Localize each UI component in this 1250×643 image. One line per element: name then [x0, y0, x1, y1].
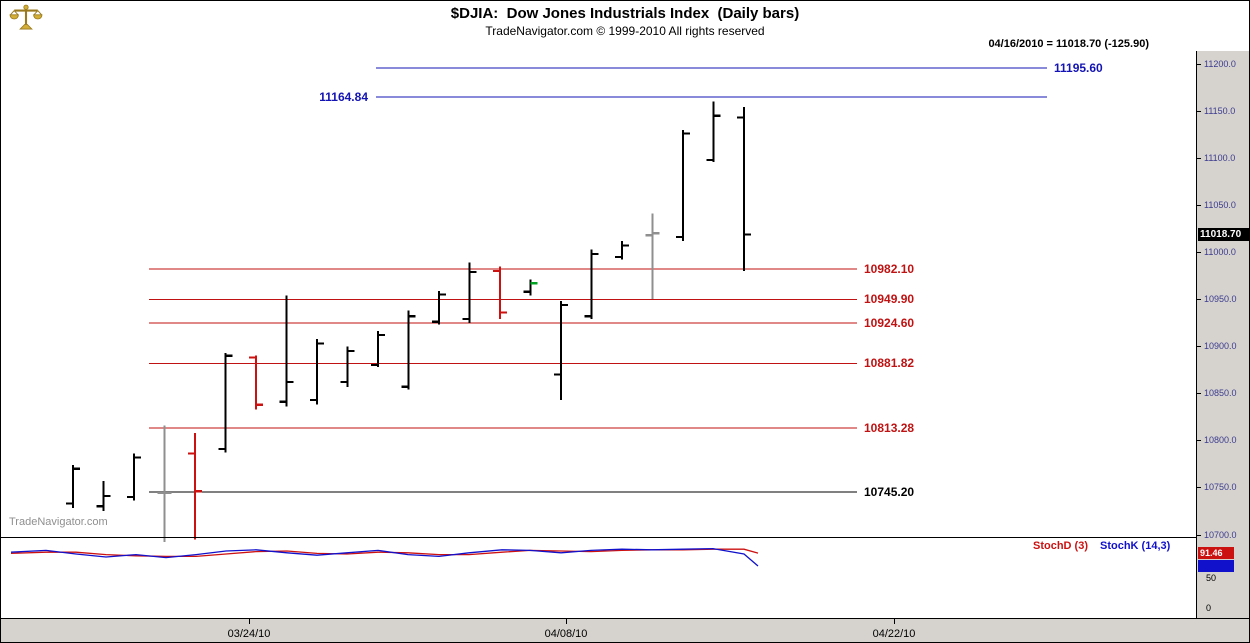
- price-axis-label: 10900.0: [1204, 341, 1237, 352]
- last-quote-readout: 04/16/2010 = 11018.70 (-125.90): [988, 38, 1149, 50]
- price-axis-tick: [1197, 158, 1201, 160]
- price-axis-tick: [1197, 299, 1201, 301]
- last-price-badge: 11018.70: [1198, 227, 1249, 241]
- price-axis-label: 11050.0: [1204, 200, 1236, 211]
- price-level-label[interactable]: 11164.84: [319, 89, 368, 104]
- price-axis-label: 10950.0: [1204, 294, 1237, 305]
- price-chart-panel[interactable]: [5, 51, 1196, 543]
- price-axis-tick: [1197, 534, 1201, 536]
- chart-title: $DJIA: Dow Jones Industrials Index (Dail…: [450, 5, 800, 22]
- price-axis-tick: [1197, 346, 1201, 348]
- price-axis-tick: [1197, 252, 1201, 254]
- price-level-label[interactable]: 10924.60: [864, 316, 915, 331]
- time-axis-label: 04/08/10: [544, 628, 588, 640]
- stoch-axis-label: 50: [1206, 573, 1217, 583]
- stochk-legend-label[interactable]: StochK (14,3): [1100, 540, 1171, 552]
- stochk-value-badge: [1198, 560, 1234, 572]
- time-axis-tick: [249, 619, 250, 624]
- panel-divider: [1, 537, 1249, 538]
- price-axis-tick: [1197, 440, 1201, 442]
- price-level-label[interactable]: 11195.60: [1054, 61, 1103, 76]
- price-axis-tick: [1197, 110, 1201, 112]
- trade-navigator-scales-logo-icon[interactable]: [9, 3, 43, 40]
- time-axis-tick: [566, 619, 567, 624]
- time-axis-label: 04/22/10: [872, 628, 916, 640]
- price-level-label[interactable]: 10949.90: [864, 292, 915, 307]
- copyright-line: TradeNavigator.com © 1999-2010 All right…: [485, 24, 765, 38]
- price-axis-label: 10700.0: [1204, 529, 1237, 540]
- stochd-legend-label[interactable]: StochD (3): [1033, 540, 1088, 552]
- time-axis-tick: [894, 619, 895, 624]
- price-axis-tick: [1197, 393, 1201, 395]
- price-level-label[interactable]: 10982.10: [864, 262, 915, 276]
- price-axis-label: 11200.0: [1204, 58, 1236, 69]
- price-axis-label: 10850.0: [1204, 388, 1237, 399]
- stochastic-panel[interactable]: [5, 538, 1196, 617]
- price-axis-tick: [1197, 63, 1201, 65]
- time-axis[interactable]: 03/24/10 04/08/10 04/22/10: [1, 618, 1249, 642]
- price-axis-label: 10800.0: [1204, 435, 1237, 446]
- stochk-line: [10, 547, 759, 567]
- price-axis-label: 11150.0: [1204, 105, 1236, 116]
- watermark: TradeNavigator.com: [9, 516, 108, 528]
- stochd-value-badge: 91.46: [1198, 547, 1234, 560]
- price-level-label[interactable]: 10881.82: [864, 356, 915, 371]
- price-level-label[interactable]: 10745.20: [864, 485, 915, 499]
- price-level-label[interactable]: 10813.28: [864, 420, 915, 435]
- price-axis-tick: [1197, 487, 1201, 489]
- price-axis[interactable]: 11018.70 91.46 11200.0 11150.0 11100.0 1105…: [1196, 51, 1249, 642]
- time-axis-label: 03/24/10: [227, 628, 271, 640]
- scales-icon: [9, 4, 43, 30]
- chart-header: $DJIA: Dow Jones Industrials Index (Dail…: [1, 1, 1249, 51]
- indicator-legend: StochD (3) StochK (14,3): [1033, 540, 1170, 552]
- price-axis-label: 11100.0: [1204, 153, 1236, 164]
- price-axis-label: 11000.0: [1204, 247, 1236, 258]
- price-axis-tick: [1197, 205, 1201, 207]
- stoch-axis-label: 0: [1206, 603, 1212, 613]
- price-axis-label: 10750.0: [1204, 482, 1237, 493]
